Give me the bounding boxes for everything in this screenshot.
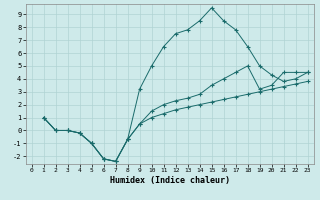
X-axis label: Humidex (Indice chaleur): Humidex (Indice chaleur) bbox=[109, 176, 230, 185]
